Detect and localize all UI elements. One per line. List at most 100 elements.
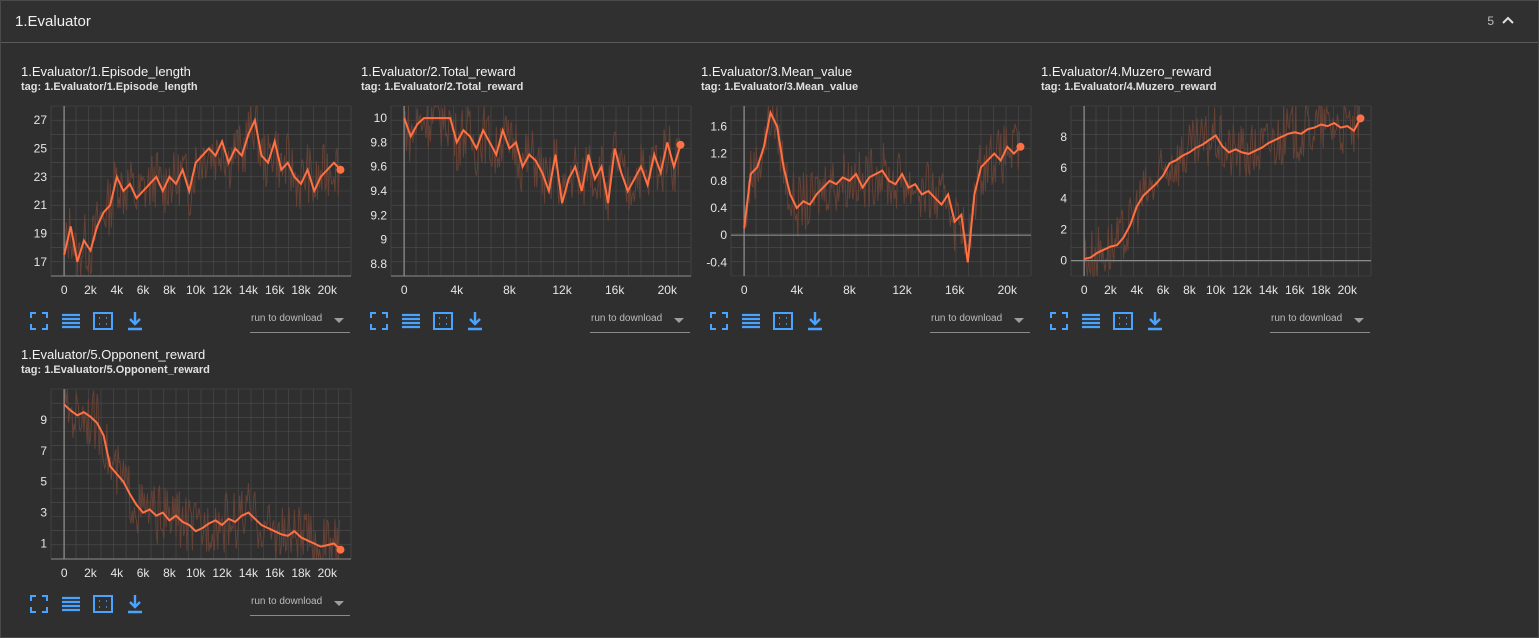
download-icon[interactable]: [804, 310, 826, 332]
download-icon[interactable]: [124, 310, 146, 332]
download-icon[interactable]: [1144, 310, 1166, 332]
x-tick-label: 4k: [110, 283, 124, 297]
panel-header[interactable]: 1.Evaluator 5: [1, 1, 1538, 43]
last-point-marker: [676, 140, 685, 149]
toggle-log-scale-icon[interactable]: [60, 593, 82, 615]
y-tick-label: 6: [1060, 161, 1067, 175]
fit-domain-icon[interactable]: [772, 310, 794, 332]
x-tick-label: 20k: [998, 283, 1018, 297]
run-to-download-select[interactable]: run to download: [930, 310, 1030, 333]
x-tick-label: 2k: [84, 283, 98, 297]
x-tick-label: 0: [61, 566, 68, 580]
x-tick-label: 16k: [265, 283, 285, 297]
chart-plot[interactable]: 0 2 4 6 8 0 2k 4k 6k 8k 10k 12k 14k 16k 18k 20k: [1041, 98, 1376, 306]
last-point-marker: [336, 165, 345, 174]
run-to-download-select[interactable]: run to download: [590, 310, 690, 333]
x-tick-label: 14k: [1259, 283, 1279, 297]
smoothed-series-line: [1083, 117, 1362, 260]
toggle-log-scale-icon[interactable]: [740, 310, 762, 332]
y-tick-label: 8: [1060, 130, 1067, 144]
chart-tag: tag: 1.Evaluator/5.Opponent_reward: [21, 364, 210, 376]
chart-card: 1.Evaluator/5.Opponent_reward tag: 1.Eval…: [21, 347, 356, 622]
chart-title: 1.Evaluator/2.Total_reward: [361, 64, 516, 79]
x-tick-label: 12k: [1232, 283, 1252, 297]
y-tick-label: 3: [40, 506, 47, 520]
download-icon[interactable]: [124, 593, 146, 615]
x-tick-label: 0: [401, 283, 408, 297]
toggle-log-scale-icon[interactable]: [1080, 310, 1102, 332]
fullscreen-icon[interactable]: [28, 310, 50, 332]
fit-domain-icon[interactable]: [92, 310, 114, 332]
fullscreen-icon[interactable]: [708, 310, 730, 332]
last-point-marker: [1016, 142, 1025, 151]
y-tick-label: 0: [1060, 254, 1067, 268]
download-icon[interactable]: [464, 310, 486, 332]
run-to-download-select[interactable]: run to download: [1270, 310, 1370, 333]
x-tick-label: 4k: [450, 283, 464, 297]
fullscreen-icon[interactable]: [1048, 310, 1070, 332]
fit-domain-icon[interactable]: [432, 310, 454, 332]
y-tick-label: 9.4: [370, 184, 387, 198]
caret-down-icon: [1354, 318, 1364, 323]
chart-tag: tag: 1.Evaluator/3.Mean_value: [701, 81, 859, 93]
run-to-download-label: run to download: [251, 313, 323, 324]
x-tick-label: 2k: [84, 566, 98, 580]
run-to-download-label: run to download: [1271, 313, 1343, 324]
chart-plot[interactable]: 8.8 9 9.2 9.4 9.6 9.8 10 0 4k 8k 12k 16k 20k: [361, 98, 696, 306]
y-tick-label: 21: [34, 198, 48, 212]
x-tick-label: 12k: [212, 283, 232, 297]
fullscreen-icon[interactable]: [28, 593, 50, 615]
x-tick-label: 8k: [1183, 283, 1197, 297]
run-to-download-select[interactable]: run to download: [250, 593, 350, 616]
x-tick-label: 12k: [212, 566, 232, 580]
caret-down-icon: [334, 601, 344, 606]
y-tick-label: 9.8: [370, 135, 387, 149]
x-tick-label: 6k: [137, 566, 151, 580]
run-to-download-select[interactable]: run to download: [250, 310, 350, 333]
y-tick-label: 8.8: [370, 257, 387, 271]
y-tick-label: 17: [34, 255, 48, 269]
y-tick-label: 1.6: [710, 119, 727, 133]
run-to-download-label: run to download: [931, 313, 1003, 324]
fullscreen-icon[interactable]: [368, 310, 390, 332]
run-to-download-label: run to download: [251, 596, 323, 607]
chart-plot[interactable]: 1 3 5 7 9 0 2k 4k 6k 8k 10k 12k 14k 16k 18k 20k: [21, 381, 356, 589]
toggle-log-scale-icon[interactable]: [400, 310, 422, 332]
chart-tag: tag: 1.Evaluator/2.Total_reward: [361, 81, 524, 93]
x-tick-label: 16k: [605, 283, 625, 297]
x-tick-label: 2k: [1104, 283, 1118, 297]
chart-plot[interactable]: -0.4 0 0.4 0.8 1.2 1.6 0 4k 8k 12k 16k 20k: [701, 98, 1036, 306]
x-tick-label: 10k: [186, 566, 206, 580]
toggle-log-scale-icon[interactable]: [60, 310, 82, 332]
x-tick-label: 10k: [186, 283, 206, 297]
panel-title: 1.Evaluator: [15, 13, 91, 30]
x-tick-label: 4k: [110, 566, 124, 580]
raw-series-line: [1083, 105, 1360, 277]
x-tick-label: 4k: [1130, 283, 1144, 297]
caret-down-icon: [674, 318, 684, 323]
fit-domain-icon[interactable]: [92, 593, 114, 615]
y-tick-label: 27: [34, 113, 48, 127]
raw-series-line: [63, 105, 340, 277]
fit-domain-icon[interactable]: [1112, 310, 1134, 332]
x-tick-label: 18k: [291, 566, 311, 580]
x-tick-label: 8k: [843, 283, 857, 297]
x-tick-label: 16k: [1285, 283, 1305, 297]
x-tick-label: 20k: [318, 283, 338, 297]
raw-series-line: [403, 105, 680, 222]
x-tick-label: 6k: [1157, 283, 1171, 297]
chart-toolbar: run to download: [21, 310, 356, 334]
x-tick-label: 20k: [318, 566, 338, 580]
chart-plot[interactable]: 17 19 21 23 25 27 0 2k 4k 6k 8k 10k 12k 14k 16k 18k 20k: [21, 98, 356, 306]
last-point-marker: [336, 545, 345, 554]
x-tick-label: 0: [1081, 283, 1088, 297]
x-tick-label: 10k: [1206, 283, 1226, 297]
smoothed-series-line: [743, 109, 1022, 263]
y-tick-label: 9: [40, 413, 47, 427]
chevron-up-icon[interactable]: [1500, 12, 1516, 28]
x-tick-label: 8k: [503, 283, 517, 297]
x-tick-label: 0: [61, 283, 68, 297]
last-point-marker: [1356, 114, 1365, 123]
chart-toolbar: run to download: [21, 593, 356, 617]
